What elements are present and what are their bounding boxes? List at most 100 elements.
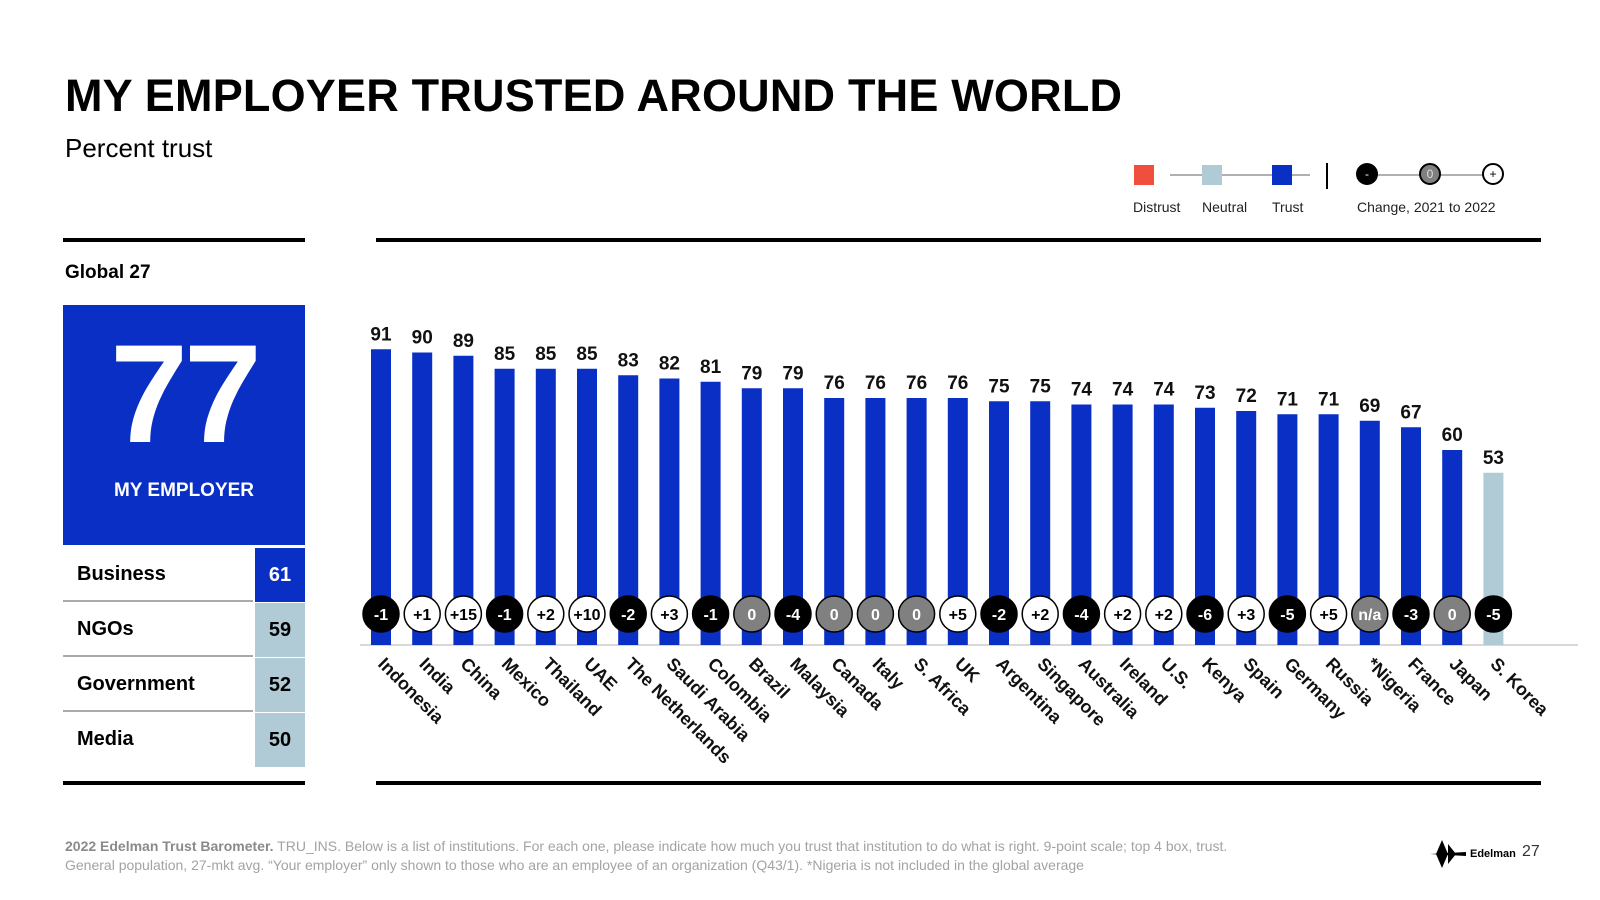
bar-value-label: 83 bbox=[618, 350, 639, 371]
bar-value-label: 85 bbox=[535, 344, 557, 365]
change-label: +2 bbox=[1113, 607, 1131, 624]
change-marker bbox=[733, 595, 771, 633]
change-label: 0 bbox=[830, 607, 839, 624]
institution-value: 61 bbox=[255, 548, 305, 602]
legend-neutral-label: Neutral bbox=[1202, 199, 1248, 215]
change-label: 0 bbox=[871, 607, 880, 624]
bar bbox=[1359, 420, 1380, 645]
my-employer-label: MY EMPLOYER bbox=[113, 480, 255, 501]
bar-value-label: 81 bbox=[700, 357, 722, 378]
change-label: -2 bbox=[992, 607, 1006, 624]
bar-value-label: 74 bbox=[1112, 380, 1134, 401]
change-label: +5 bbox=[1319, 607, 1337, 624]
change-label: +15 bbox=[450, 607, 477, 624]
bar bbox=[1277, 414, 1298, 645]
institution-name: Government bbox=[77, 673, 195, 695]
left-bottom-rule bbox=[63, 781, 305, 785]
category-label: UK bbox=[951, 654, 984, 687]
bar-value-label: 82 bbox=[659, 354, 680, 375]
change-label: -2 bbox=[621, 607, 635, 624]
bar bbox=[1401, 427, 1421, 645]
bar-value-label: 91 bbox=[370, 324, 392, 345]
bar-value-label: 79 bbox=[782, 363, 803, 384]
institution-value: 52 bbox=[255, 658, 305, 712]
change-label: n/a bbox=[1358, 607, 1381, 624]
legend-connector bbox=[1170, 174, 1310, 176]
change-label: 0 bbox=[912, 607, 921, 624]
chart-bottom-rule bbox=[376, 781, 1541, 785]
change-label: -3 bbox=[1404, 607, 1418, 624]
change-marker bbox=[1186, 595, 1224, 633]
change-marker bbox=[939, 595, 977, 633]
page-number: 27 bbox=[1522, 843, 1540, 860]
country-trust-bar-chart: 91-1Indonesia90+1India89+15China85-1Mexi… bbox=[360, 324, 1578, 768]
edelman-logo-text: Edelman bbox=[1470, 848, 1516, 860]
change-marker bbox=[815, 595, 853, 633]
bar bbox=[1195, 407, 1215, 645]
bar bbox=[1236, 411, 1257, 645]
bar bbox=[783, 388, 803, 645]
edelman-logo-icon bbox=[1430, 840, 1466, 868]
institution-value: 59 bbox=[255, 603, 305, 657]
legend-trust-label: Trust bbox=[1272, 199, 1304, 215]
bar-value-label: 76 bbox=[824, 373, 845, 394]
change-marker bbox=[1309, 595, 1348, 633]
category-label: S. Korea bbox=[1487, 654, 1553, 720]
change-label: -1 bbox=[374, 607, 388, 624]
bar-value-label: 89 bbox=[453, 331, 474, 352]
my-employer-score-box: 77 MY EMPLOYER bbox=[63, 305, 305, 545]
change-marker bbox=[1021, 595, 1059, 633]
change-marker bbox=[1351, 595, 1389, 633]
change-marker bbox=[1392, 595, 1430, 633]
change-marker bbox=[980, 595, 1018, 633]
change-marker bbox=[1103, 595, 1142, 633]
my-employer-score: 77 bbox=[110, 315, 262, 472]
change-marker bbox=[1268, 595, 1307, 633]
change-marker bbox=[609, 595, 647, 633]
page-subtitle: Percent trust bbox=[65, 133, 213, 163]
trust-swatch bbox=[1272, 165, 1292, 185]
institution-name: Business bbox=[77, 563, 166, 585]
bar bbox=[989, 401, 1009, 645]
distrust-swatch bbox=[1134, 165, 1154, 185]
institution-row-media: Media 50 bbox=[63, 713, 305, 767]
bar bbox=[494, 368, 515, 645]
bar-value-label: 74 bbox=[1153, 380, 1175, 401]
bar bbox=[371, 349, 391, 645]
bar bbox=[453, 355, 474, 645]
change-marker bbox=[897, 595, 936, 633]
change-zero-icon: 0 bbox=[1419, 163, 1441, 185]
change-label: -5 bbox=[1486, 607, 1500, 624]
page-title: MY EMPLOYER TRUSTED AROUND THE WORLD bbox=[65, 70, 1123, 121]
change-marker bbox=[650, 595, 689, 633]
bar-value-label: 71 bbox=[1277, 389, 1299, 410]
chart-top-rule bbox=[376, 238, 1541, 242]
change-negative-icon: - bbox=[1356, 163, 1378, 185]
row-divider bbox=[63, 655, 253, 657]
change-marker bbox=[1474, 595, 1513, 633]
change-marker bbox=[1062, 595, 1101, 633]
neutral-swatch bbox=[1202, 165, 1222, 185]
change-label: +3 bbox=[660, 607, 678, 624]
change-label: 0 bbox=[1448, 607, 1457, 624]
change-label: 0 bbox=[747, 607, 756, 624]
change-marker bbox=[856, 595, 895, 633]
row-divider bbox=[63, 600, 253, 602]
category-label: Kenya bbox=[1198, 654, 1251, 707]
bar bbox=[865, 398, 886, 645]
bar bbox=[618, 375, 639, 645]
change-marker bbox=[1145, 595, 1183, 633]
change-marker bbox=[403, 595, 441, 633]
change-label: -1 bbox=[497, 607, 511, 624]
bar-value-label: 76 bbox=[947, 373, 968, 394]
institution-row-government: Government 52 bbox=[63, 658, 305, 712]
change-label: -1 bbox=[703, 607, 717, 624]
bar-value-label: 76 bbox=[906, 373, 927, 394]
bar bbox=[906, 398, 927, 645]
change-label: +5 bbox=[949, 607, 967, 624]
bar-value-label: 73 bbox=[1194, 383, 1215, 404]
bar-value-label: 85 bbox=[494, 344, 516, 365]
change-label: +2 bbox=[1155, 607, 1173, 624]
legend: Distrust Neutral Trust - 0 + Change, 202… bbox=[1133, 160, 1550, 220]
change-marker bbox=[774, 595, 812, 633]
